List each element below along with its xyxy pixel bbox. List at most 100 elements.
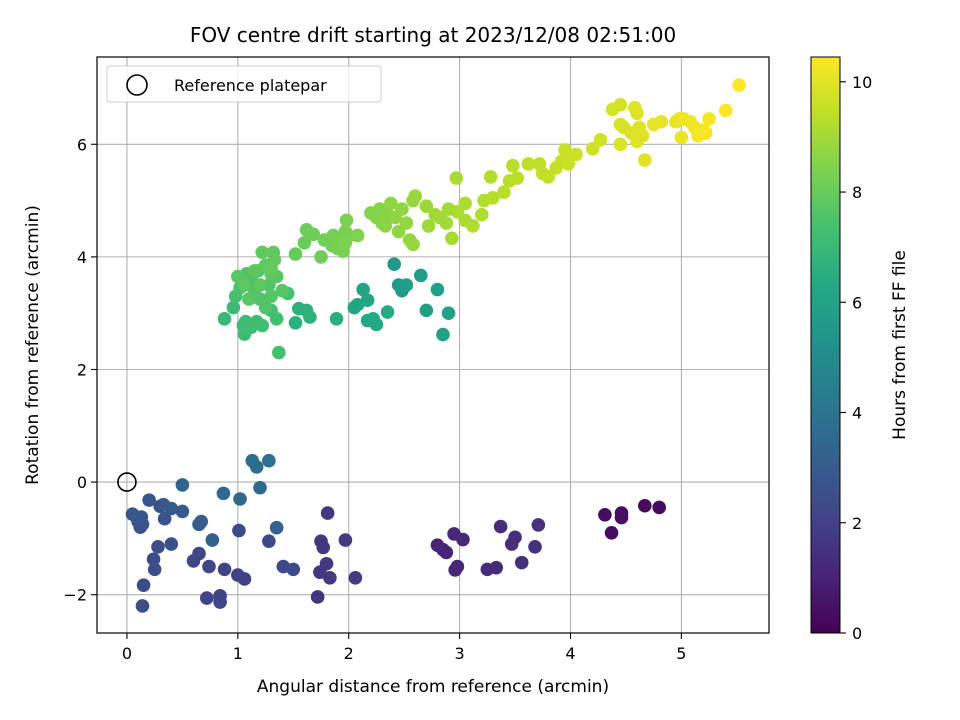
plot-frame [96, 56, 770, 634]
x-tick-label: 5 [676, 644, 686, 663]
data-point [242, 292, 256, 306]
data-point [272, 345, 286, 360]
data-point [380, 305, 395, 319]
data-point [531, 518, 546, 532]
colorbar-tick-label: 0 [852, 624, 862, 643]
plot-area: 0 1 2 3 4 5 −2 0 2 4 6 [63, 56, 770, 663]
data-point [483, 170, 498, 184]
data-point [406, 237, 420, 252]
data-point [399, 216, 414, 230]
data-point [314, 250, 328, 264]
data-point [466, 219, 480, 233]
data-point [378, 219, 393, 233]
data-point [350, 297, 365, 312]
data-point [439, 216, 454, 230]
x-axis-ticks: 0 1 2 3 4 5 [122, 633, 686, 663]
data-point [286, 562, 301, 577]
data-point [186, 554, 201, 568]
data-point [249, 460, 264, 474]
x-tick-label: 2 [344, 644, 354, 663]
data-point [226, 300, 241, 315]
data-point [192, 517, 206, 532]
colorbar-gradient [810, 56, 841, 634]
data-point [348, 571, 363, 585]
colorbar-tick-label: 2 [852, 514, 862, 533]
data-point [456, 532, 470, 547]
data-point [205, 533, 220, 547]
chart-title: FOV centre drift starting at 2023/12/08 … [190, 23, 676, 47]
data-point [288, 315, 303, 330]
data-point [593, 132, 608, 147]
data-point [702, 112, 716, 126]
data-point [419, 199, 434, 214]
data-point [264, 289, 278, 304]
data-point [528, 540, 542, 554]
data-point [147, 562, 162, 577]
data-point [199, 591, 214, 605]
data-point [474, 207, 489, 222]
data-point [303, 310, 317, 324]
data-point [638, 153, 652, 167]
data-point [508, 530, 522, 545]
data-point [288, 247, 303, 261]
data-point [350, 228, 365, 243]
data-point [323, 571, 337, 585]
data-point [175, 504, 190, 519]
data-point [134, 510, 149, 524]
data-point [635, 129, 650, 143]
data-point [493, 519, 508, 534]
data-point [232, 523, 246, 538]
data-point [569, 147, 583, 162]
data-point [253, 278, 267, 292]
colorbar-tick-label: 8 [852, 183, 862, 202]
data-point [480, 562, 495, 577]
data-point [414, 268, 428, 283]
x-tick-label: 0 [122, 644, 132, 663]
data-point [297, 236, 312, 250]
data-point [338, 533, 353, 547]
data-point [732, 78, 746, 92]
data-point [613, 137, 628, 152]
data-point [458, 196, 472, 211]
x-tick-label: 3 [455, 644, 465, 663]
data-point [436, 327, 450, 342]
data-point [387, 257, 401, 272]
reference-marker [117, 472, 137, 492]
data-point [521, 157, 536, 171]
data-point [366, 312, 380, 326]
y-tick-label: 2 [77, 360, 87, 379]
data-point [408, 189, 423, 203]
data-point [320, 506, 335, 520]
data-point [247, 264, 262, 278]
legend-box [106, 65, 382, 103]
data-point [338, 236, 353, 250]
data-point [329, 312, 344, 326]
data-point [561, 157, 576, 171]
data-point [262, 453, 276, 468]
data-point [510, 171, 525, 185]
data-point [652, 500, 667, 515]
data-point [316, 540, 331, 555]
scatter-points [125, 78, 746, 613]
y-tick-label: 4 [77, 248, 87, 267]
data-point [430, 282, 445, 297]
data-point [157, 511, 172, 526]
data-point [541, 170, 556, 184]
y-axis-ticks: −2 0 2 4 6 [63, 135, 97, 605]
data-point [395, 202, 409, 216]
data-point [310, 590, 325, 604]
data-point [718, 103, 733, 118]
colorbar-tick-label: 10 [852, 73, 872, 92]
legend-entry: Reference platepar [174, 76, 327, 95]
data-point [448, 563, 462, 577]
legend-marker [126, 74, 148, 96]
data-point [604, 525, 619, 540]
data-point [399, 278, 414, 292]
data-point [202, 559, 216, 574]
data-point [449, 171, 464, 185]
data-point [136, 578, 151, 592]
y-tick-label: 0 [77, 473, 87, 492]
data-point [142, 493, 156, 507]
colorbar-tick-label: 6 [852, 293, 862, 312]
data-point [213, 595, 227, 609]
